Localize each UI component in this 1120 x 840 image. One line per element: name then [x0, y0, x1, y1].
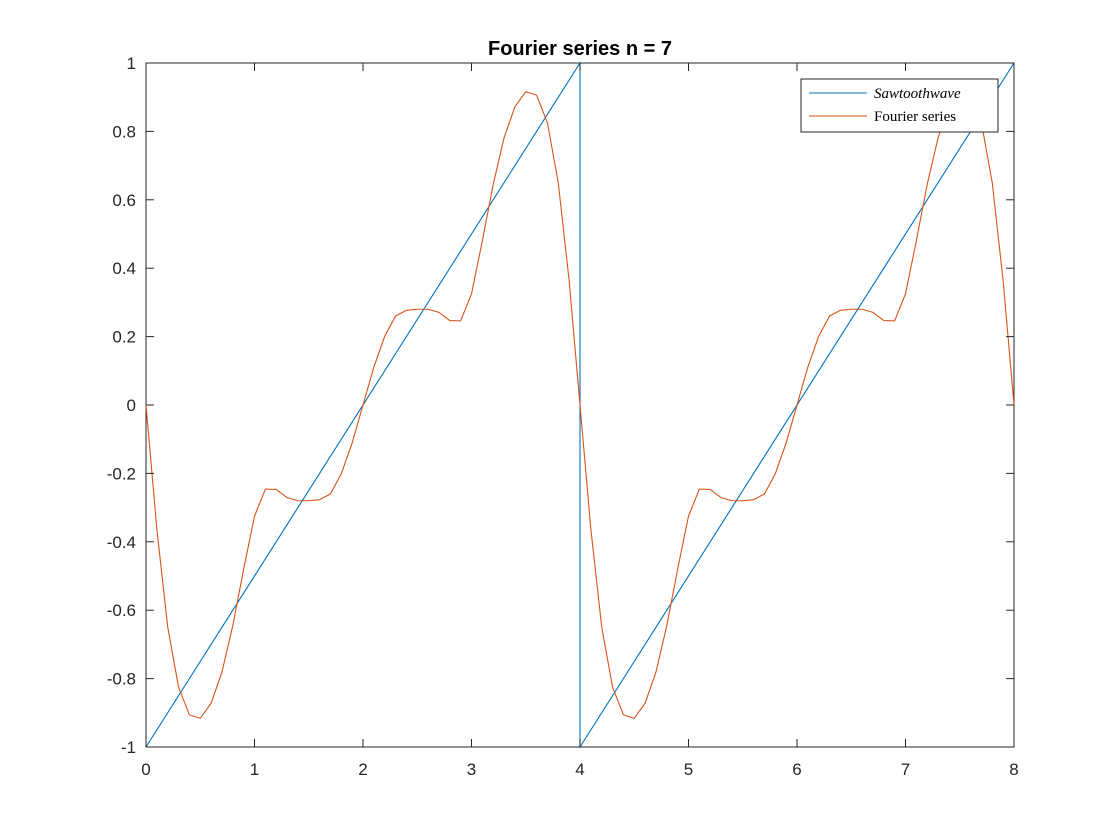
plot-area: 0 1 2 3 4 5 6 7 8 -1 -0.8 -0.6 -0.4 -0.2 0 0.2 0.4 0.6 0.8…	[107, 54, 1019, 779]
y-tick-label: -0.2	[107, 464, 136, 483]
y-tick-label: 0.2	[112, 328, 136, 347]
chart-title: Fourier series n = 7	[488, 38, 672, 60]
x-tick-label: 6	[792, 760, 801, 779]
series-layer	[145, 61, 1015, 749]
x-tick-label: 1	[250, 760, 259, 779]
x-tick-label: 8	[1009, 760, 1018, 779]
series-line-fourier	[145, 91, 1015, 719]
y-tick-label: 0.8	[112, 122, 136, 141]
legend-box	[800, 78, 999, 133]
tick-layer: 0 1 2 3 4 5 6 7 8 -1 -0.8 -0.6 -0.4 -0.2 0 0.2 0.4 0.6 0.8…	[107, 54, 1019, 779]
y-tick-label: 1	[127, 54, 136, 73]
x-tick-label: 2	[358, 760, 367, 779]
legend: Sawtoothwave Fourier series	[800, 78, 999, 133]
legend-label: Fourier series	[874, 109, 956, 125]
y-tick-label: -0.4	[107, 533, 136, 552]
y-tick-label: -1	[121, 738, 136, 757]
x-tick-label: 5	[684, 760, 693, 779]
x-tick-label: 7	[901, 760, 910, 779]
y-tick-label: -0.8	[107, 670, 136, 689]
legend-label: Sawtoothwave	[874, 86, 961, 102]
y-tick-label: 0.4	[112, 259, 136, 278]
y-tick-label: 0	[127, 396, 136, 415]
x-tick-label: 0	[141, 760, 150, 779]
y-tick-label: -0.6	[107, 601, 136, 620]
x-tick-label: 4	[575, 760, 584, 779]
x-tick-label: 3	[467, 760, 476, 779]
y-tick-label: 0.6	[112, 191, 136, 210]
